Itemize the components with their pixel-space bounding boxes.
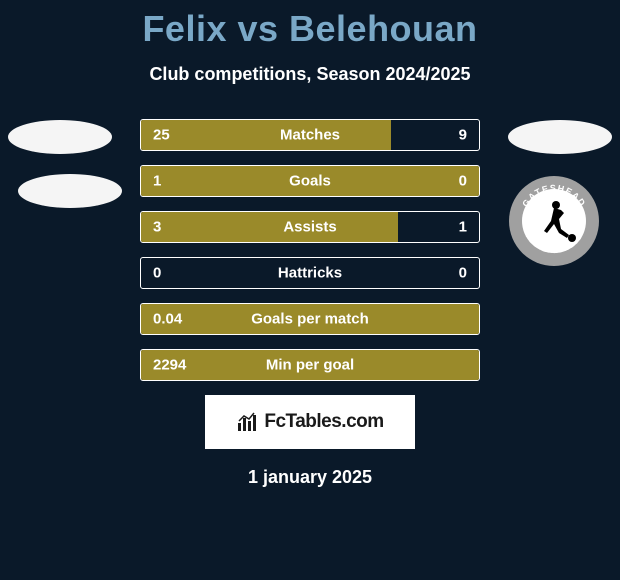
stat-right-value: 1 (459, 219, 467, 236)
stat-row: 1 Goals 0 (140, 165, 480, 197)
stat-label: Hattricks (278, 265, 342, 282)
stat-label: Assists (283, 219, 336, 236)
player-right-avatar (508, 120, 612, 154)
stat-left-value: 3 (153, 219, 161, 236)
stat-right-value: 0 (459, 173, 467, 190)
stat-row: 0 Hattricks 0 (140, 257, 480, 289)
footer-date: 1 january 2025 (0, 467, 620, 488)
player-right-club-badge: GATESHEAD FOOTBALL CLUB (504, 175, 604, 267)
stat-left-value: 0.04 (153, 311, 182, 328)
stat-row: 2294 Min per goal (140, 349, 480, 381)
stat-right-value: 9 (459, 127, 467, 144)
brand-text: FcTables.com (264, 411, 383, 433)
page-subtitle: Club competitions, Season 2024/2025 (0, 64, 620, 85)
stat-label: Matches (280, 127, 340, 144)
stats-table: 25 Matches 9 1 Goals 0 3 Assists 1 0 Hat… (140, 119, 480, 381)
stat-left-value: 0 (153, 265, 161, 282)
stat-right-value: 0 (459, 265, 467, 282)
stat-row: 25 Matches 9 (140, 119, 480, 151)
stat-left-value: 2294 (153, 357, 186, 374)
stat-row: 0.04 Goals per match (140, 303, 480, 335)
stat-left-value: 1 (153, 173, 161, 190)
chart-icon (236, 411, 258, 433)
page-title: Felix vs Belehouan (0, 0, 620, 50)
stat-fill (141, 212, 398, 242)
comparison-card: Felix vs Belehouan Club competitions, Se… (0, 0, 620, 580)
stat-fill (141, 120, 391, 150)
stat-label: Goals (289, 173, 331, 190)
player-left-club-badge (18, 174, 122, 208)
player-left-avatar (8, 120, 112, 154)
fctables-logo: FcTables.com (236, 411, 383, 433)
stat-row: 3 Assists 1 (140, 211, 480, 243)
stat-label: Goals per match (251, 311, 369, 328)
stat-label: Min per goal (266, 357, 354, 374)
gateshead-club-icon: GATESHEAD FOOTBALL CLUB (504, 175, 604, 267)
stat-left-value: 25 (153, 127, 170, 144)
brand-box[interactable]: FcTables.com (205, 395, 415, 449)
